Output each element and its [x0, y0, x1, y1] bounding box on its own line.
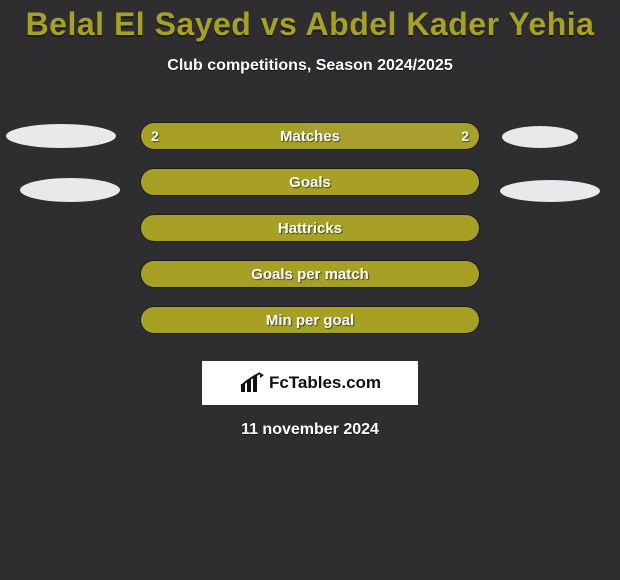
- subtitle: Club competitions, Season 2024/2025: [0, 57, 620, 75]
- bar-left-fill: [141, 307, 479, 333]
- bar-left-value: 2: [151, 123, 159, 149]
- bar-right-value: 2: [461, 123, 469, 149]
- bar-left-fill: [141, 123, 310, 149]
- bar: Hattricks: [140, 214, 480, 242]
- bar: Goals: [140, 168, 480, 196]
- bar: Goals per match: [140, 260, 480, 288]
- bar-left-fill: [141, 169, 479, 195]
- bar-left-fill: [141, 261, 479, 287]
- bar-right-fill: [310, 123, 479, 149]
- comparison-row: Goals per match: [0, 251, 620, 297]
- comparison-row: Min per goal: [0, 297, 620, 343]
- bar-left-fill: [141, 215, 479, 241]
- comparison-row: Hattricks: [0, 205, 620, 251]
- comparison-row: Goals: [0, 159, 620, 205]
- chart-icon: [239, 372, 265, 394]
- page-title: Belal El Sayed vs Abdel Kader Yehia: [0, 0, 620, 43]
- bar: Min per goal: [140, 306, 480, 334]
- comparison-row: 22Matches: [0, 113, 620, 159]
- comparison-rows: 22MatchesGoalsHattricksGoals per matchMi…: [0, 113, 620, 343]
- source-badge: FcTables.com: [202, 361, 418, 405]
- date-text: 11 november 2024: [0, 421, 620, 439]
- source-badge-label: FcTables.com: [269, 373, 381, 393]
- bar: 22Matches: [140, 122, 480, 150]
